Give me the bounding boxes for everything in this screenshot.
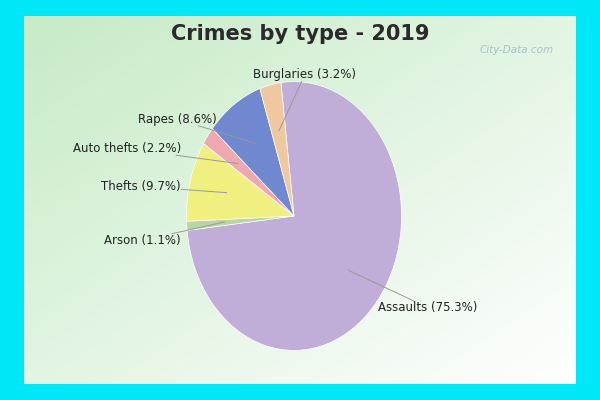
Text: Burglaries (3.2%): Burglaries (3.2%)	[253, 68, 356, 131]
Wedge shape	[203, 129, 294, 216]
Text: Rapes (8.6%): Rapes (8.6%)	[138, 113, 255, 143]
Text: Auto thefts (2.2%): Auto thefts (2.2%)	[73, 142, 238, 164]
Wedge shape	[187, 144, 294, 221]
Wedge shape	[187, 216, 294, 230]
Wedge shape	[260, 83, 294, 216]
Text: Thefts (9.7%): Thefts (9.7%)	[101, 180, 227, 193]
Text: Assaults (75.3%): Assaults (75.3%)	[349, 270, 477, 314]
Text: Arson (1.1%): Arson (1.1%)	[104, 222, 224, 247]
Text: Crimes by type - 2019: Crimes by type - 2019	[171, 24, 429, 44]
Wedge shape	[212, 88, 294, 216]
Text: City-Data.com: City-Data.com	[480, 46, 554, 56]
Wedge shape	[187, 82, 401, 350]
